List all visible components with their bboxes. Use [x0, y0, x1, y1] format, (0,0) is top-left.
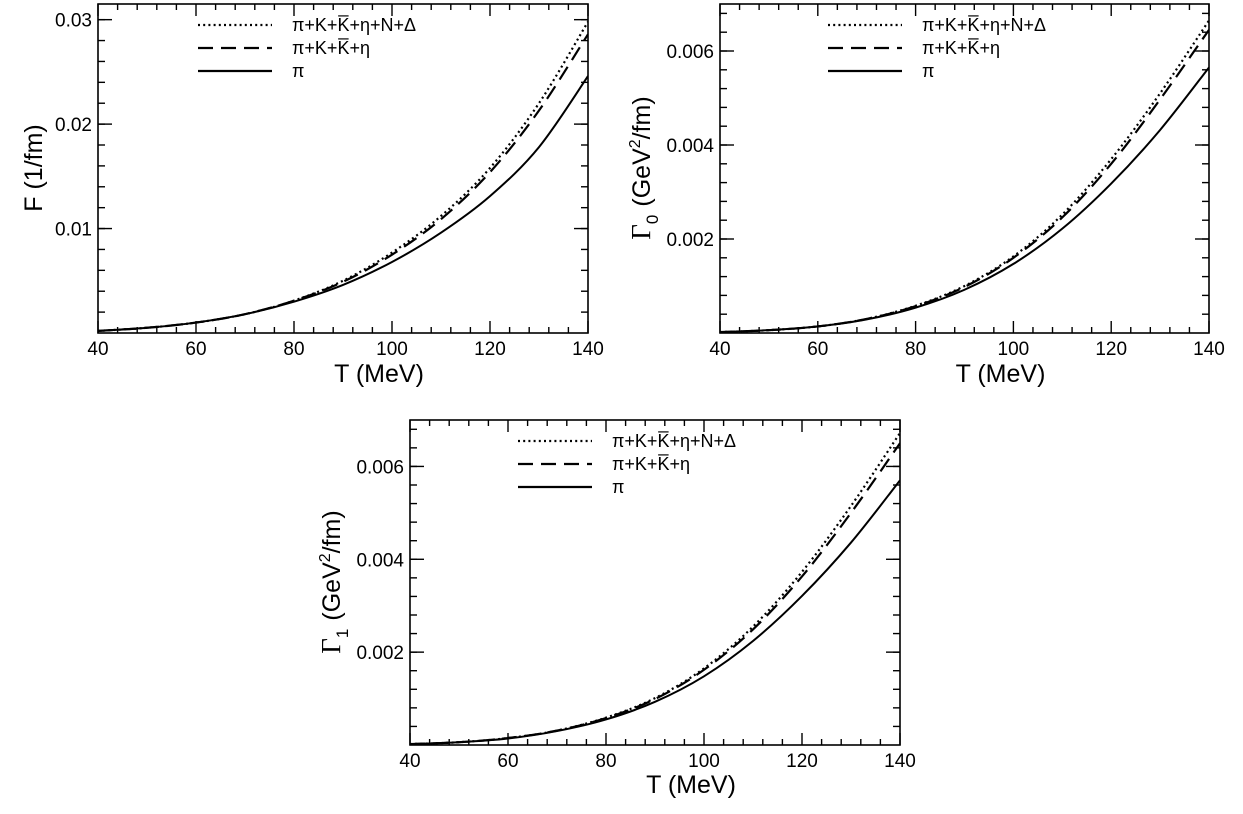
x-tick-label: 120: [474, 339, 506, 360]
x-tick-label: 80: [595, 751, 616, 772]
series-line-dotted: [410, 432, 900, 745]
series-line-dashed: [720, 29, 1209, 333]
x-tick-label: 60: [185, 339, 206, 360]
legend: π+K+K̅+η+N+Δ π+K+K̅+η π: [518, 431, 736, 497]
series-line-dotted: [720, 19, 1209, 333]
y-tick-label: 0.004: [666, 136, 714, 157]
x-axis-label: T (MeV): [334, 360, 424, 388]
x-tick-label: 100: [688, 751, 720, 772]
series-line-solid: [410, 479, 900, 745]
plot-frame: [97, 3, 589, 334]
legend-label: π+K+K̅+η+N+Δ: [922, 15, 1046, 35]
x-tick-label: 140: [884, 751, 916, 772]
y-axis-unit-tail: /fm): [318, 510, 346, 553]
y-tick-label: 0.03: [55, 11, 92, 32]
x-tick-label: 120: [1095, 339, 1127, 360]
series-line-solid: [720, 66, 1209, 333]
y-tick-label: 0.006: [356, 457, 404, 478]
x-tick-label: 40: [709, 339, 730, 360]
y-axis-unit-tail: /fm): [628, 96, 656, 139]
y-axis-label: Γ0 (GeV2/fm): [626, 96, 662, 239]
legend-label: π+K+K̅+η+N+Δ: [292, 15, 416, 35]
legend-label: π+K+K̅+η: [292, 38, 370, 58]
x-tick-label: 60: [807, 339, 828, 360]
x-tick-label: 80: [283, 339, 304, 360]
x-tick-label: 100: [376, 339, 408, 360]
x-tick-label: 140: [572, 339, 604, 360]
y-tick-label: 0.002: [356, 643, 404, 664]
x-tick-label: 40: [399, 751, 420, 772]
y-axis-unit-superscript: 2: [627, 139, 644, 148]
legend: π+K+K̅+η+N+Δ π+K+K̅+η π: [828, 15, 1046, 81]
x-axis-label: T (MeV): [646, 771, 736, 799]
chart-panel-f: 40 60 80 100 120 140 0.01 0.02 0.03 T (MeV) F (1/f…: [20, 3, 604, 388]
y-tick-label: 0.006: [666, 42, 714, 63]
chart-panel-gamma0: 40 60 80 100 120 140 0.002 0.004 0.006 T (MeV) Γ0 (…: [626, 3, 1225, 388]
legend-label: π: [922, 61, 934, 81]
y-axis-label: Γ1 (GeV2/fm): [316, 510, 352, 653]
y-axis-unit: (GeV: [318, 562, 346, 621]
y-axis-symbol: Γ: [316, 638, 346, 654]
x-tick-label: 80: [905, 339, 926, 360]
series-group: [98, 21, 588, 333]
y-axis-label-text: F (1/fm): [20, 124, 48, 212]
legend-label: π: [612, 477, 624, 497]
y-axis-unit-superscript: 2: [317, 553, 334, 562]
series-group: [720, 19, 1209, 333]
x-axis-label: T (MeV): [956, 360, 1046, 388]
y-tick-label: 0.01: [55, 220, 92, 241]
x-tick-label: 40: [87, 339, 108, 360]
plot-frame: [719, 3, 1210, 334]
y-tick-label: 0.002: [666, 230, 714, 251]
y-axis-unit: (GeV: [628, 148, 656, 207]
x-tick-label: 120: [786, 751, 818, 772]
x-tick-label: 60: [497, 751, 518, 772]
y-axis-subscript: 1: [333, 629, 352, 638]
x-tick-label: 100: [998, 339, 1030, 360]
y-tick-label: 0.02: [55, 115, 92, 136]
legend-label: π+K+K̅+η: [922, 38, 1000, 58]
legend-label: π: [292, 61, 304, 81]
y-axis-label: F (1/fm): [20, 124, 48, 212]
legend-label: π+K+K̅+η+N+Δ: [612, 431, 736, 451]
y-axis-symbol: Γ: [626, 224, 656, 240]
legend-label: π+K+K̅+η: [612, 454, 690, 474]
series-line-solid: [98, 75, 588, 332]
y-tick-label: 0.004: [356, 550, 404, 571]
series-line-dashed: [410, 442, 900, 745]
series-line-dashed: [98, 33, 588, 333]
x-tick-label: 140: [1193, 339, 1225, 360]
chart-panel-gamma1: 40 60 80 100 120 140 0.002 0.004 0.006 T (MeV) Γ1 (…: [316, 419, 916, 799]
legend: π+K+K̅+η+N+Δ π+K+K̅+η π: [198, 15, 416, 81]
series-group: [410, 432, 900, 745]
plot-frame: [409, 419, 901, 746]
y-axis-subscript: 0: [643, 215, 662, 224]
